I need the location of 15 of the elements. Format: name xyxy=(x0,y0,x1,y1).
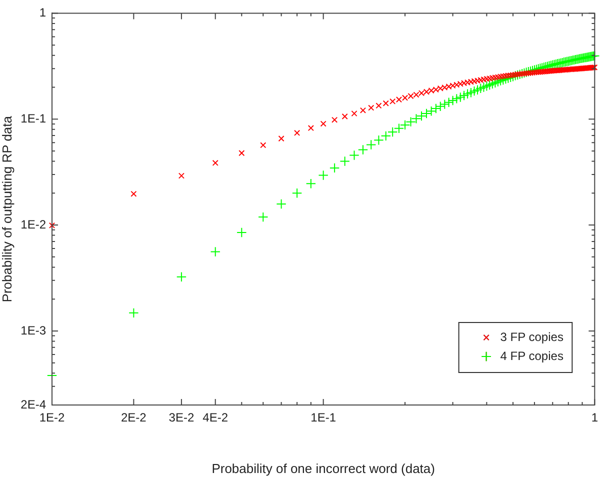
x-tick-label: 1E-2 xyxy=(39,410,65,425)
y-tick-label: 1E-3 xyxy=(20,323,46,338)
legend-label: 3 FP copies xyxy=(500,330,564,344)
x-tick-label: 3E-2 xyxy=(168,410,194,425)
y-tick-label: 2E-4 xyxy=(20,397,46,412)
y-axis-title: Probability of outputting RP data xyxy=(0,115,14,302)
x-axis-title: Probability of one incorrect word (data) xyxy=(212,460,435,476)
x-tick-label: 1 xyxy=(591,410,598,425)
legend-label: 4 FP copies xyxy=(500,348,564,363)
x-tick-label: 2E-2 xyxy=(121,410,147,425)
x-tick-label: 1E-1 xyxy=(310,410,336,425)
y-tick-label: 1E-2 xyxy=(20,217,46,232)
y-tick-label: 1 xyxy=(39,6,46,20)
y-tick-label: 1E-1 xyxy=(20,111,46,126)
x-tick-label: 4E-2 xyxy=(202,410,228,425)
